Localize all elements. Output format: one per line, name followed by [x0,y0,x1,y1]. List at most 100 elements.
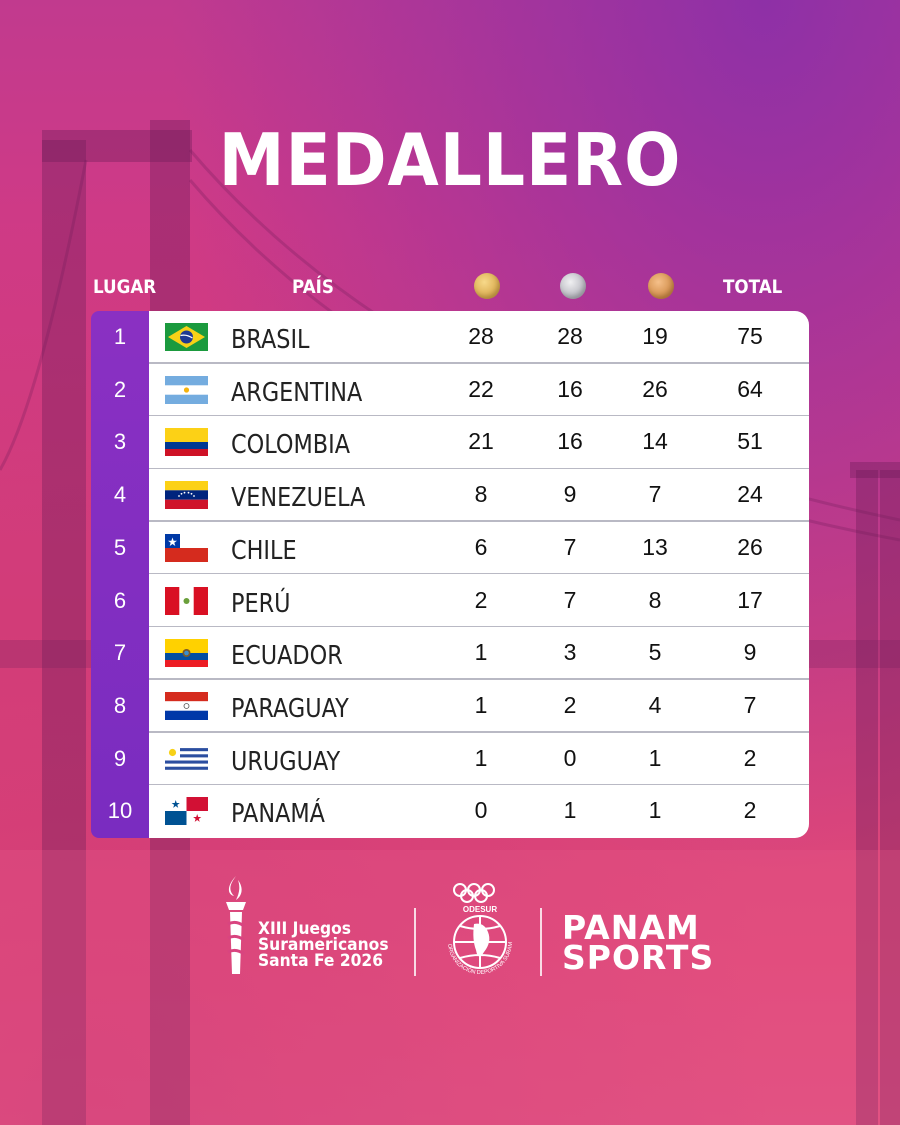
silver-count: 2 [563,691,577,718]
table-row: 7 ECUADOR 1 3 5 9 [91,627,809,680]
header-rank: LUGAR [93,276,157,298]
row-divider [149,783,809,786]
row-divider [149,678,809,680]
rank-column [91,311,149,838]
bronze-count: 1 [648,797,662,824]
uruguay-flag-icon [165,744,208,773]
table-row: 10 PANAMÁ 0 1 1 2 [91,785,809,838]
row-divider [149,467,809,470]
odesur-logo-icon: ODESUR ORGANIZACIÓN DEPORTIVA SURAMERICA… [438,880,514,976]
bronze-count: 14 [642,428,668,455]
bronze-medal-icon [648,273,674,299]
medal-table: 1 BRASIL 28 28 19 75 2 ARGENTINA 22 16 26 64 3 COLOMB… [91,311,809,838]
gold-count: 0 [474,797,488,824]
brazil-flag-icon [165,323,208,351]
rank-number: 3 [113,429,127,455]
table-row: 1 BRASIL 28 28 19 75 [91,311,809,364]
silver-count: 3 [563,639,577,666]
rank-number: 9 [113,745,127,771]
row-divider [149,625,809,628]
footer-divider-2 [540,908,542,976]
bronze-count: 1 [648,744,662,771]
gold-count: 1 [474,744,488,771]
total-count: 64 [737,375,763,402]
gold-medal-icon [474,273,500,299]
page-title: MEDALLERO [218,118,682,202]
country-name: VENEZUELA [231,483,366,514]
table-row: 8 PARAGUAY 1 2 4 7 [91,680,809,733]
gold-count: 8 [474,481,488,508]
header-country: PAÍS [292,276,334,298]
total-count: 51 [737,428,763,455]
row-divider [149,731,809,733]
bronze-count: 4 [648,691,662,718]
country-name: BRASIL [231,325,310,355]
table-body [149,311,809,838]
country-name: URUGUAY [231,746,341,777]
row-divider [149,414,809,417]
gold-count: 6 [474,533,488,560]
table-row: 3 COLOMBIA 21 16 14 51 [91,416,809,470]
gold-count: 1 [474,691,488,718]
country-name: COLOMBIA [231,430,351,461]
silver-count: 7 [563,586,577,613]
panama-flag-icon [165,797,208,826]
row-divider [149,362,809,364]
rank-number: 2 [113,376,127,402]
header-total: TOTAL [723,276,783,298]
paraguay-flag-icon [165,691,208,720]
colombia-flag-icon [165,428,208,457]
table-row: 6 PERÚ 2 7 8 17 [91,575,809,628]
table-row: 9 URUGUAY 1 0 1 2 [91,733,809,786]
silver-medal-icon [560,273,586,299]
silver-count: 16 [557,428,583,455]
country-name: PERÚ [231,588,291,619]
torch-logo-icon [226,876,246,974]
gold-count: 2 [474,586,488,613]
chile-flag-icon [165,533,208,562]
bronze-count: 7 [648,481,662,508]
gold-count: 1 [474,639,488,666]
bronze-count: 5 [648,639,662,666]
gold-count: 22 [468,375,494,402]
rank-number: 7 [113,640,127,666]
venezuela-flag-icon [165,481,208,510]
silver-count: 0 [563,744,577,771]
panam-line-2: SPORTS [562,938,715,977]
panam-sports-logo: PANAM SPORTS [562,908,715,977]
argentina-flag-icon [165,375,208,404]
panam-line-1: PANAM [562,908,700,947]
total-count: 9 [743,639,757,666]
country-name: ECUADOR [231,641,343,672]
row-divider [149,572,809,575]
bronze-count: 8 [648,586,662,613]
table-row: 4 VENEZUELA 8 9 7 24 [91,469,809,522]
bronze-count: 26 [642,375,668,402]
games-line-3: Santa Fe 2026 [258,951,384,970]
row-divider [149,520,809,522]
country-name: PARAGUAY [231,693,349,724]
rank-number: 10 [107,798,133,824]
total-count: 2 [743,744,757,771]
total-count: 75 [737,323,763,349]
table-row: 5 CHILE 6 7 13 26 [91,522,809,575]
footer-divider-1 [414,908,416,976]
table-row: 2 ARGENTINA 22 16 26 64 [91,364,809,417]
total-count: 24 [737,481,763,508]
rank-number: 1 [113,324,127,349]
rank-number: 4 [113,482,127,508]
peru-flag-icon [165,586,208,615]
silver-count: 28 [557,323,583,349]
rank-number: 8 [113,692,127,718]
total-count: 17 [737,586,763,613]
gold-count: 28 [468,323,494,349]
ecuador-flag-icon [165,639,208,668]
silver-count: 1 [563,797,577,824]
total-count: 26 [737,533,763,560]
games-line-2: Suramericanos [258,935,389,954]
total-count: 2 [743,797,757,824]
total-count: 7 [743,691,757,718]
country-name: CHILE [231,535,297,566]
silver-count: 9 [563,481,577,508]
gold-count: 21 [468,428,494,455]
